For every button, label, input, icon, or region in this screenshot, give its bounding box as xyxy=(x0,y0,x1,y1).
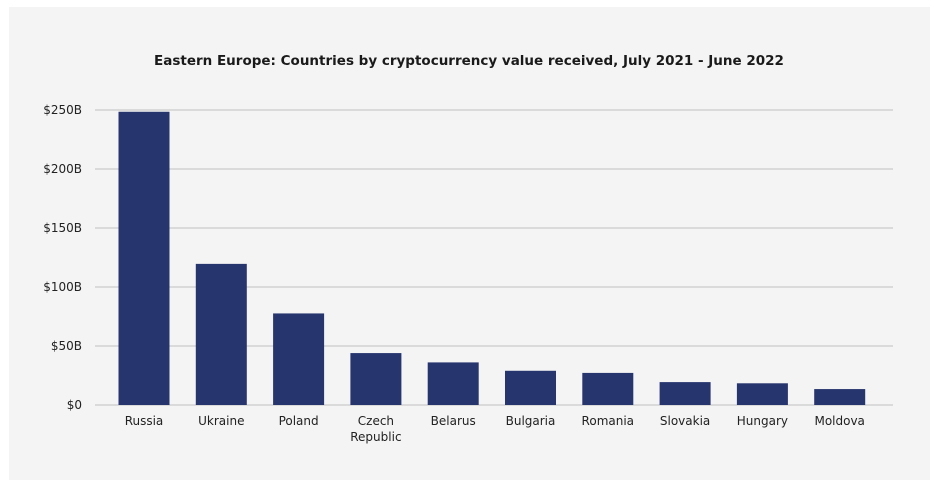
x-axis: Russia Ukraine Poland Czech Republic Belarus B… xyxy=(125,414,865,444)
y-tick-label: $100B xyxy=(43,280,82,294)
bar-romania xyxy=(582,372,634,405)
x-tick-label: Bulgaria xyxy=(506,414,556,428)
x-tick-label: Romania xyxy=(582,414,634,428)
x-tick-label: Poland xyxy=(279,414,319,428)
bar-czech-republic xyxy=(350,353,402,405)
y-tick-label: $50B xyxy=(51,339,82,353)
y-axis: $0 $50B $100B $150B $200B $250B xyxy=(43,103,82,412)
y-tick-label: $200B xyxy=(43,162,82,176)
y-tick-label: $250B xyxy=(43,103,82,117)
bar-hungary xyxy=(736,383,788,405)
bar-belarus xyxy=(427,362,479,405)
chart-title: Eastern Europe: Countries by cryptocurre… xyxy=(154,53,784,69)
bar-moldova xyxy=(814,389,866,405)
x-tick-label: Belarus xyxy=(431,414,476,428)
x-tick-label: Moldova xyxy=(814,414,864,428)
bar-russia xyxy=(118,111,170,406)
bar-bulgaria xyxy=(505,370,556,405)
y-tick-label: $0 xyxy=(67,398,82,412)
bars xyxy=(118,111,866,406)
bar-ukraine xyxy=(195,263,247,405)
x-tick-label: Russia xyxy=(125,414,164,428)
x-tick-label: Hungary xyxy=(737,414,788,428)
bar-poland xyxy=(273,313,325,405)
x-tick-label: Czech Republic xyxy=(350,414,401,444)
y-tick-label: $150B xyxy=(43,221,82,235)
x-tick-label: Slovakia xyxy=(660,414,710,428)
x-tick-label: Ukraine xyxy=(198,414,244,428)
bar-slovakia xyxy=(659,382,711,405)
